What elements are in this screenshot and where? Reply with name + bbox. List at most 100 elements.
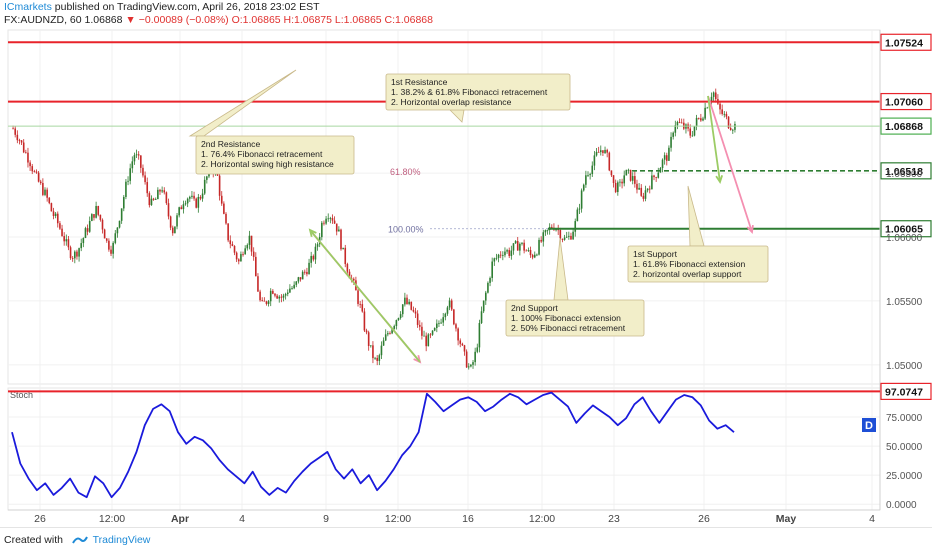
candle <box>206 175 208 184</box>
candle-body <box>182 204 185 210</box>
candle-body <box>427 334 430 347</box>
callout-line: 2. 50% Fibonacci retracement <box>511 323 626 333</box>
price-tag-box <box>880 220 932 238</box>
candle <box>131 156 134 173</box>
stoch-tag-box <box>880 382 932 400</box>
symbol-label: FX:AUDNZD, 60 <box>4 14 82 26</box>
candle-body <box>423 335 425 337</box>
price-tick-label: 1.06500 <box>886 169 923 180</box>
callout-title: 2nd Support <box>511 303 558 313</box>
candle-body <box>663 155 666 160</box>
candle <box>712 91 715 102</box>
time-tick-label: 4 <box>869 513 875 525</box>
candle <box>487 281 489 294</box>
candle-body <box>523 242 525 251</box>
candle-body <box>148 193 151 206</box>
candle <box>169 215 172 231</box>
candle-body <box>525 250 528 252</box>
footer: Created with TradingView <box>0 527 932 551</box>
candle <box>521 242 523 246</box>
candle <box>301 270 304 280</box>
candle-body <box>657 172 660 178</box>
candle-body <box>99 214 102 220</box>
candle <box>499 251 502 259</box>
green-arrow <box>308 228 421 363</box>
candle-body <box>35 171 38 173</box>
candle <box>244 245 246 255</box>
candle-body <box>301 271 304 280</box>
candle-body <box>297 277 300 282</box>
candle-body <box>689 128 692 136</box>
candle-body <box>363 311 366 331</box>
candle-body <box>629 169 632 181</box>
candle-body <box>619 181 621 183</box>
candle-body <box>250 235 253 252</box>
candle-body <box>59 223 61 229</box>
candle <box>459 338 462 348</box>
candle <box>472 360 474 369</box>
candle-body <box>329 218 332 219</box>
price-chart[interactable]: 1.07524 1.07060 1.06868 1.06518 1.06065 61.8… <box>0 26 932 527</box>
candle-body <box>680 122 683 124</box>
candle <box>691 130 694 137</box>
candle <box>127 176 129 186</box>
candle <box>565 231 568 239</box>
candle-body <box>610 170 613 176</box>
candle <box>572 228 574 240</box>
tradingview-brand[interactable]: TradingView <box>92 534 151 546</box>
candle <box>116 227 119 238</box>
candle <box>108 238 110 252</box>
candles <box>12 88 736 370</box>
candle-body <box>676 121 679 126</box>
candle-body <box>572 231 574 240</box>
candle <box>589 172 591 180</box>
candle-body <box>431 330 434 335</box>
candle-body <box>568 235 570 237</box>
candle <box>408 299 410 306</box>
candle-body <box>261 300 264 302</box>
candle <box>714 88 717 103</box>
candle-body <box>312 255 315 260</box>
candle <box>470 363 472 368</box>
candle-body <box>636 183 638 190</box>
candle-body <box>606 149 608 153</box>
candle-body <box>257 276 259 292</box>
candle <box>463 344 466 356</box>
callout-title: 1st Support <box>633 249 678 259</box>
candle-body <box>504 251 506 256</box>
candle-body <box>84 228 87 238</box>
candle <box>608 151 611 172</box>
candle <box>184 200 187 206</box>
candle-body <box>116 227 119 234</box>
candle-body <box>44 189 46 195</box>
candle <box>342 247 344 250</box>
candle-body <box>69 247 72 259</box>
candle-body <box>425 335 427 347</box>
candle-body <box>502 255 504 256</box>
candle-body <box>225 213 227 224</box>
candle-body <box>218 175 221 196</box>
author-link[interactable]: ICmarkets <box>4 1 52 13</box>
candle <box>448 297 451 311</box>
candle <box>384 329 387 342</box>
candle <box>542 229 545 247</box>
price-tag-label: 1.07524 <box>885 37 923 49</box>
candle-body <box>95 206 97 218</box>
candle <box>519 242 521 256</box>
price-axis[interactable]: 1.05000 1.05500 1.06000 1.06500 <box>879 30 923 510</box>
candle <box>240 251 242 262</box>
candle <box>227 223 229 243</box>
candle-body <box>52 211 55 216</box>
candle-body <box>37 172 40 182</box>
candle <box>678 118 681 124</box>
candle <box>697 117 700 120</box>
candle <box>380 341 383 360</box>
candle <box>495 253 498 261</box>
candle-body <box>412 309 415 312</box>
candle-body <box>408 301 410 305</box>
candle <box>514 240 517 244</box>
candle-body <box>188 196 191 199</box>
time-axis[interactable]: 26 12:00 Apr 4 9 12:00 16 12:00 23 26 May 4 <box>8 509 880 525</box>
candle-body <box>529 250 532 256</box>
candle <box>80 238 83 252</box>
